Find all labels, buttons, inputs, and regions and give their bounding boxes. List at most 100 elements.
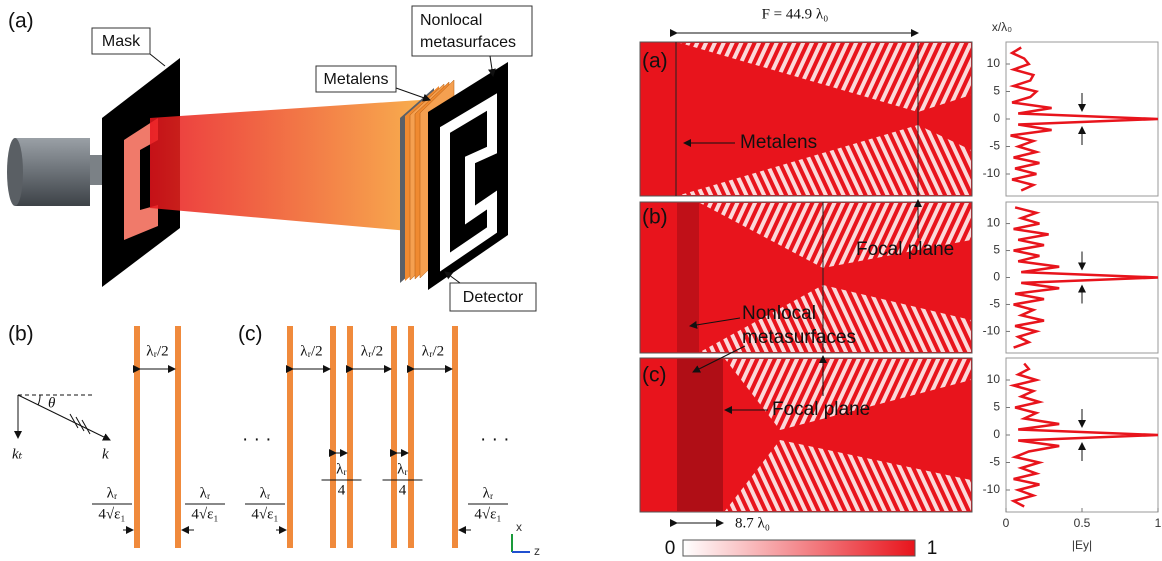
profile-line bbox=[1008, 362, 1159, 508]
leader bbox=[488, 55, 496, 77]
layer bbox=[391, 326, 397, 548]
y-tick-label: 10 bbox=[987, 372, 1001, 386]
fraction-num: λᵣ bbox=[336, 461, 347, 477]
y-tick-label: -5 bbox=[989, 139, 1000, 153]
spacing-label: λᵣ/2 bbox=[146, 343, 168, 359]
fraction-den: 4 bbox=[338, 482, 346, 498]
panel-label: (a) bbox=[8, 10, 34, 33]
fraction-den: 4√ε₁ bbox=[251, 506, 278, 522]
label-box bbox=[315, 65, 397, 93]
panel-label: (c) bbox=[642, 364, 667, 387]
spacing-label: λᵣ/2 bbox=[361, 343, 383, 359]
colorbar-label: 0 bbox=[665, 538, 676, 559]
metasurface-stack bbox=[677, 203, 699, 352]
focal-length: F = 44.9 λ₀ bbox=[762, 6, 829, 22]
label: Detector bbox=[463, 289, 524, 306]
y-tick-label: 5 bbox=[993, 243, 1000, 257]
leader bbox=[149, 53, 166, 67]
fraction-num: λᵣ bbox=[107, 485, 118, 501]
panel-label: (c) bbox=[238, 323, 263, 346]
axes-icon: x z bbox=[511, 520, 540, 558]
k-vector bbox=[17, 394, 111, 441]
y-tick-label: -5 bbox=[989, 297, 1000, 311]
colorbar bbox=[682, 539, 916, 557]
field-fringes bbox=[680, 125, 971, 195]
stack-width: 8.7 λ₀ bbox=[735, 515, 770, 531]
label-box bbox=[91, 27, 151, 55]
label: Nonlocal bbox=[420, 12, 482, 29]
profiles: -10 -5 0 5 10 x/λ₀ -10 -5 0 5 10 -10 -5 0 5 10 0 0.5 1 |Ey| bbox=[983, 20, 1162, 552]
panel-c: (c) · · · · · · bbox=[238, 323, 510, 450]
spacing-label: λᵣ/2 bbox=[300, 343, 322, 359]
y-tick-label: -10 bbox=[983, 482, 1001, 496]
arrow bbox=[692, 345, 746, 373]
camera-lens bbox=[90, 155, 102, 185]
y-tick-label: -10 bbox=[983, 324, 1001, 338]
layer bbox=[175, 326, 181, 548]
leader bbox=[444, 271, 461, 284]
y-tick-label: 0 bbox=[993, 111, 1000, 125]
theta: θ bbox=[48, 395, 56, 411]
profile-line bbox=[1009, 46, 1159, 192]
camera bbox=[15, 138, 90, 206]
label-box bbox=[411, 5, 533, 57]
x-tick-label: 0.5 bbox=[1074, 516, 1091, 530]
layer bbox=[134, 326, 140, 548]
layer bbox=[408, 326, 414, 548]
panel-label: (a) bbox=[642, 50, 668, 73]
y-tick-label: -10 bbox=[983, 166, 1001, 180]
layer bbox=[287, 326, 293, 548]
layers: λᵣ/2 λᵣ/2 λᵣ/2 λᵣ/2 λᵣ 4 λᵣ 4 λᵣ 4√ε₁ λᵣ 4√ε₁ λᵣ 4√ε₁… bbox=[92, 326, 508, 548]
x-tick-label: 1 bbox=[1155, 516, 1162, 530]
axis-label: x bbox=[516, 520, 522, 534]
y-tick-label: 5 bbox=[993, 84, 1000, 98]
layer bbox=[452, 326, 458, 548]
kt: kₜ bbox=[12, 446, 23, 462]
k: k bbox=[102, 446, 109, 462]
fraction-den: 4√ε₁ bbox=[474, 506, 501, 522]
field-fringes bbox=[680, 43, 971, 112]
camera-cap bbox=[7, 138, 23, 206]
x-tick-label: 0 bbox=[1003, 516, 1010, 530]
axis-label: z bbox=[534, 544, 540, 558]
y-tick-label: 10 bbox=[987, 216, 1001, 230]
label-box bbox=[449, 282, 537, 312]
field-fringes bbox=[700, 203, 971, 268]
layer bbox=[330, 326, 336, 548]
panel-b: (b) θ kₜ k bbox=[8, 323, 111, 462]
ellipsis: · · · bbox=[242, 429, 272, 450]
fraction-den: 4√ε₁ bbox=[191, 506, 218, 522]
leader bbox=[395, 87, 431, 102]
y-tick-label: -5 bbox=[989, 455, 1000, 469]
layer bbox=[347, 326, 353, 548]
schematic: (a) Mask Nonlocal metasurfaces Metalens … bbox=[7, 5, 537, 312]
y-tick-label: 10 bbox=[987, 56, 1001, 70]
metasurface-stack bbox=[677, 359, 723, 511]
y-tick-label: 0 bbox=[993, 270, 1000, 284]
fraction-num: λᵣ bbox=[200, 485, 211, 501]
angle bbox=[37, 394, 41, 406]
annotation: Nonlocal bbox=[742, 303, 816, 324]
wavefront bbox=[69, 413, 91, 435]
fraction-den: 4 bbox=[399, 482, 407, 498]
y-tick-label: 0 bbox=[993, 427, 1000, 441]
spacing-label: λᵣ/2 bbox=[422, 343, 444, 359]
fraction-den: 4√ε₁ bbox=[98, 506, 125, 522]
axis-label: x/λ₀ bbox=[992, 20, 1012, 34]
label: metasurfaces bbox=[420, 34, 516, 51]
profile-line bbox=[1013, 206, 1159, 349]
fraction-num: λᵣ bbox=[483, 485, 494, 501]
field-fringes bbox=[700, 285, 971, 352]
colorbar-label: 1 bbox=[927, 538, 938, 559]
arrow bbox=[689, 317, 741, 329]
mask-letter bbox=[124, 118, 158, 240]
field-fringes bbox=[725, 440, 971, 511]
field-fringes bbox=[725, 359, 971, 430]
beam bbox=[150, 100, 420, 232]
fraction-num: λᵣ bbox=[397, 461, 408, 477]
fraction-num: λᵣ bbox=[260, 485, 271, 501]
detector-image bbox=[440, 93, 497, 272]
annotation: Focal plane bbox=[856, 239, 954, 260]
annotation: Focal plane bbox=[772, 399, 870, 420]
label: Metalens bbox=[324, 71, 389, 88]
